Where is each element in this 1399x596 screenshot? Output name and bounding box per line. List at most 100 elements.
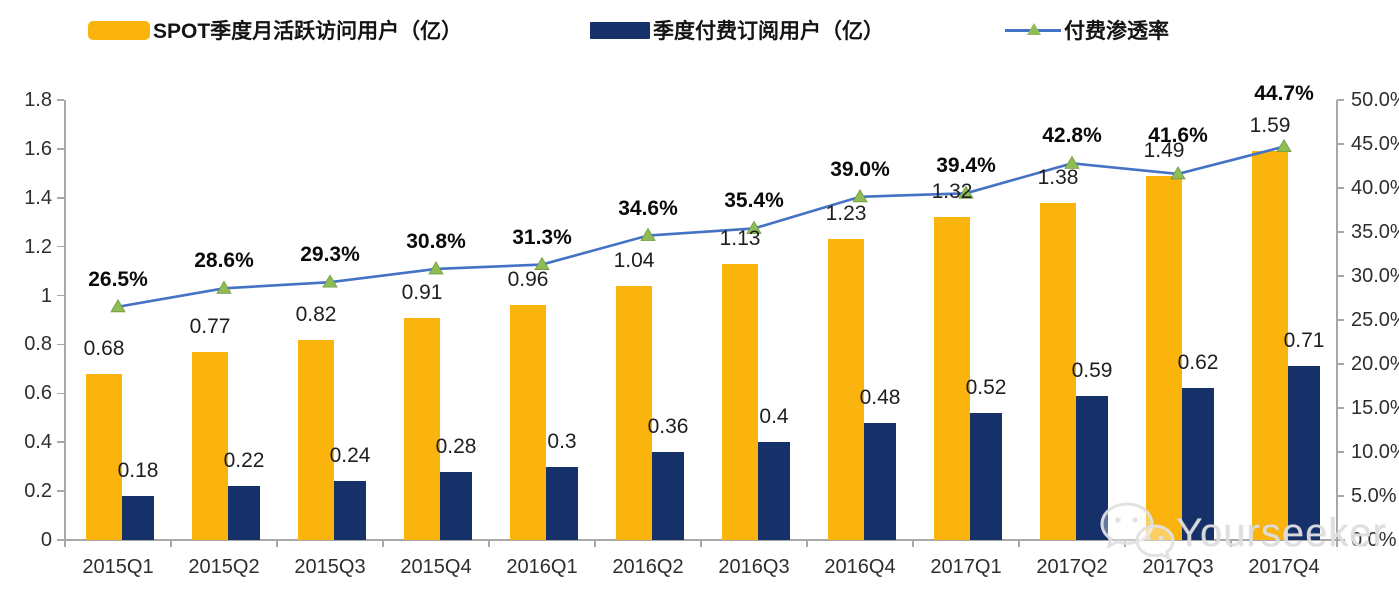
bar-label-subs: 0.22 bbox=[223, 449, 265, 473]
left-axis-label: 1.2 bbox=[24, 235, 52, 258]
left-axis-tick bbox=[57, 245, 64, 248]
legend-item-mau: SPOT季度月活跃访问用户（亿） bbox=[88, 14, 462, 46]
x-axis-tick bbox=[170, 540, 172, 547]
line-marker-triangle-icon bbox=[110, 299, 126, 313]
watermark-text: Yourseeker bbox=[1176, 510, 1387, 555]
right-axis-tick bbox=[1337, 231, 1344, 233]
line-marker-triangle-icon bbox=[1276, 138, 1292, 153]
left-axis-tick bbox=[57, 441, 64, 443]
x-axis-tick bbox=[382, 540, 384, 547]
bar-label-mau: 0.96 bbox=[507, 268, 549, 292]
bar-label-mau: 1.23 bbox=[825, 202, 867, 226]
x-axis-tick bbox=[594, 540, 596, 547]
x-axis-label: 2015Q2 bbox=[188, 556, 260, 578]
left-axis-tick bbox=[57, 539, 64, 541]
line-marker-triangle-icon bbox=[640, 227, 656, 241]
bar-label-mau: 1.59 bbox=[1249, 114, 1291, 138]
x-axis-label: 2015Q4 bbox=[400, 556, 472, 578]
line-marker-triangle-icon bbox=[322, 274, 338, 288]
right-axis-tick bbox=[1337, 407, 1344, 409]
bar-label-subs: 0.18 bbox=[117, 459, 159, 482]
x-axis-label: 2015Q1 bbox=[82, 556, 154, 578]
x-axis-tick bbox=[276, 540, 278, 547]
left-axis-label: 0.6 bbox=[24, 382, 52, 405]
x-axis-label: 2016Q3 bbox=[718, 556, 790, 578]
penetration-label: 30.8% bbox=[406, 229, 466, 253]
left-axis-tick bbox=[57, 343, 64, 346]
bar-label-subs: 0.48 bbox=[859, 385, 901, 409]
left-axis-label: 1.6 bbox=[24, 137, 52, 160]
penetration-label: 44.7% bbox=[1254, 81, 1314, 105]
x-axis-label: 2016Q1 bbox=[506, 556, 578, 578]
left-axis-tick bbox=[57, 99, 64, 101]
bar-label-mau: 0.68 bbox=[83, 336, 125, 360]
right-axis-tick bbox=[1337, 143, 1344, 145]
x-axis-tick bbox=[1018, 540, 1020, 547]
x-axis-tick bbox=[488, 540, 490, 547]
watermark: Yourseeker bbox=[1098, 500, 1387, 566]
x-axis-label: 2016Q4 bbox=[824, 556, 896, 578]
right-axis-line bbox=[1336, 100, 1338, 540]
right-axis-label: 25.0% bbox=[1351, 309, 1399, 331]
line-marker-triangle-icon bbox=[428, 261, 444, 275]
bar-label-subs: 0.71 bbox=[1283, 329, 1325, 353]
legend-label-subs: 季度付费订阅用户（亿） bbox=[653, 20, 884, 43]
right-axis-tick bbox=[1337, 451, 1344, 453]
right-axis-tick bbox=[1337, 495, 1344, 497]
bar-subs-2015Q2 bbox=[228, 486, 260, 540]
bar-label-mau: 1.13 bbox=[719, 226, 761, 250]
x-axis-label: 2016Q2 bbox=[612, 556, 684, 578]
bar-label-mau: 1.04 bbox=[613, 248, 655, 272]
left-axis-tick bbox=[57, 148, 64, 150]
legend-item-subs: 季度付费订阅用户（亿） bbox=[590, 14, 884, 46]
bar-mau-2015Q1 bbox=[86, 373, 122, 540]
legend-label-pen: 付费渗透率 bbox=[1064, 20, 1169, 43]
bar-subs-2017Q4 bbox=[1288, 366, 1320, 540]
x-axis-label: 2015Q3 bbox=[294, 556, 366, 578]
right-axis-tick bbox=[1337, 187, 1344, 189]
bar-mau-2016Q2 bbox=[616, 285, 652, 540]
line-marker-triangle-icon bbox=[216, 280, 232, 294]
x-axis-label: 2017Q3 bbox=[1142, 556, 1214, 578]
penetration-label: 39.0% bbox=[830, 157, 890, 181]
line-marker-triangle-icon bbox=[852, 189, 868, 203]
x-axis-tick bbox=[1336, 540, 1338, 547]
penetration-label: 35.4% bbox=[724, 189, 784, 213]
left-axis-tick bbox=[57, 197, 64, 199]
bar-subs-2016Q4 bbox=[864, 422, 896, 540]
penetration-label: 39.4% bbox=[936, 154, 996, 178]
bar-label-subs: 0.36 bbox=[647, 415, 689, 438]
x-axis-tick bbox=[912, 540, 914, 547]
left-axis-tick bbox=[57, 490, 64, 492]
right-axis-tick bbox=[1337, 275, 1344, 277]
right-axis-label: 45.0% bbox=[1351, 133, 1399, 155]
bar-subs-2016Q2 bbox=[652, 452, 684, 540]
bar-mau-2016Q1 bbox=[510, 305, 546, 540]
right-axis-tick bbox=[1337, 363, 1344, 365]
right-axis-label: 20.0% bbox=[1351, 353, 1399, 375]
right-axis-tick bbox=[1337, 99, 1344, 101]
right-axis-label: 0.0% bbox=[1351, 529, 1397, 551]
penetration-label: 41.6% bbox=[1148, 123, 1208, 147]
left-axis-tick bbox=[57, 294, 64, 297]
bar-subs-2015Q3 bbox=[334, 481, 366, 540]
legend-item-pen: 付费渗透率 bbox=[1005, 14, 1169, 46]
x-axis-tick bbox=[1230, 540, 1232, 547]
bar-mau-2015Q4 bbox=[404, 317, 440, 540]
x-axis-label: 2017Q1 bbox=[930, 556, 1002, 578]
left-axis-label: 0 bbox=[40, 529, 52, 551]
right-axis-label: 30.0% bbox=[1351, 265, 1399, 287]
left-axis-label: 0.4 bbox=[24, 431, 52, 454]
bar-label-subs: 0.52 bbox=[965, 375, 1007, 399]
bar-mau-2016Q3 bbox=[722, 263, 758, 540]
right-axis-label: 40.0% bbox=[1351, 177, 1399, 199]
bar-subs-2016Q3 bbox=[758, 442, 790, 540]
bar-label-subs: 0.4 bbox=[759, 405, 789, 429]
bar-subs-2017Q1 bbox=[970, 412, 1002, 540]
bar-label-subs: 0.62 bbox=[1177, 351, 1219, 375]
x-axis-tick bbox=[700, 540, 702, 547]
penetration-label: 26.5% bbox=[88, 267, 148, 291]
right-axis-label: 5.0% bbox=[1351, 485, 1397, 507]
left-axis-label: 1.4 bbox=[24, 186, 52, 209]
